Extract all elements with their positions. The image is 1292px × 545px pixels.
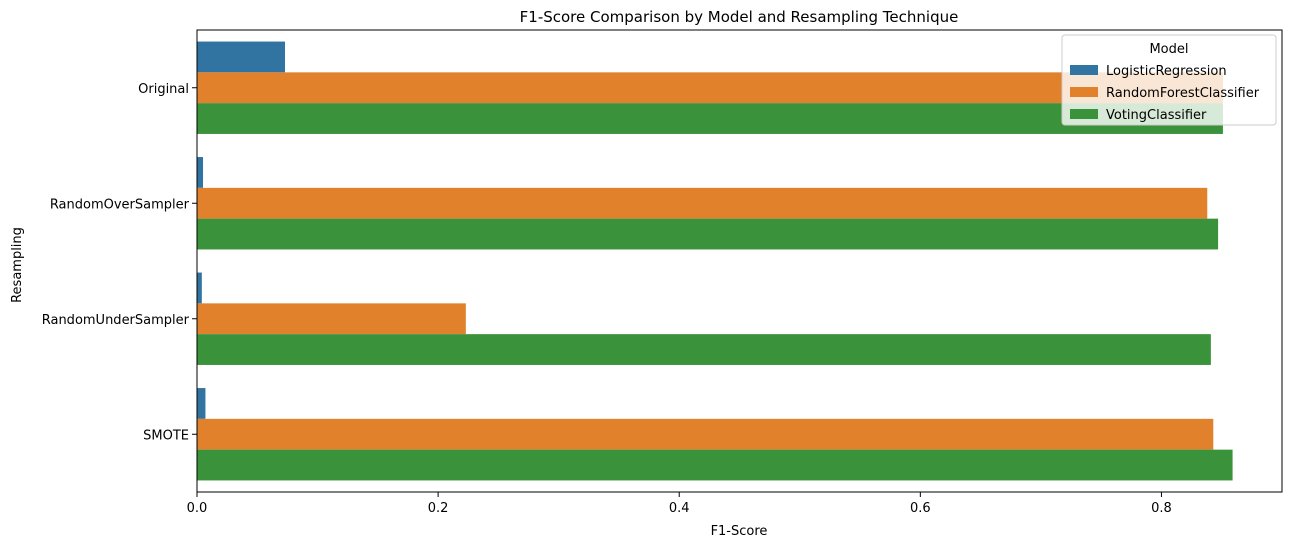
bar-SMOTE-LogisticRegression [197,388,206,419]
bar-Original-LogisticRegression [197,41,286,73]
legend: Model LogisticRegression RandomForestClass… [1061,34,1277,126]
bar-RandomOverSampler-LogisticRegression [197,157,204,188]
bar-RandomUnderSampler-LogisticRegression [197,272,202,304]
axes-layer: 0.0 0.2 0.4 0.6 0.8 Original RandomOverSampler… [42,29,1283,516]
bar-SMOTE-RandomForestClassifier [197,418,1214,450]
legend-label-LogisticRegression: LogisticRegression [1106,64,1227,79]
x-tick-label: 0.0 [187,501,208,516]
legend-label-VotingClassifier: VotingClassifier [1106,108,1207,123]
x-axis-title: F1-Score [711,524,768,539]
bar-RandomOverSampler-RandomForestClassifier [197,187,1208,219]
bars-layer [197,41,1233,481]
bar-RandomUnderSampler-RandomForestClassifier [197,303,466,335]
chart-title: F1-Score Comparison by Model and Resampl… [520,8,959,26]
legend-swatch-RandomForestClassifier [1070,87,1098,97]
plot-frame [196,29,1283,493]
legend-box [1061,34,1277,126]
bar-Original-RandomForestClassifier [197,72,1223,104]
x-tick-label: 0.8 [1151,501,1172,516]
bar-SMOTE-VotingClassifier [197,449,1233,481]
y-tick-label: Original [138,82,189,97]
x-tick-label: 0.2 [428,501,449,516]
x-tick-label: 0.4 [669,501,690,516]
bar-Original-VotingClassifier [197,103,1223,134]
legend-title: Model [1149,42,1188,57]
legend-swatch-LogisticRegression [1070,65,1098,75]
y-axis-title: Resampling [10,227,25,303]
x-tick-label: 0.6 [910,501,931,516]
bar-RandomOverSampler-VotingClassifier [197,218,1219,250]
y-tick-label: RandomOverSampler [50,197,190,212]
y-tick-label: SMOTE [143,428,189,443]
legend-label-RandomForestClassifier: RandomForestClassifier [1106,86,1260,101]
y-tick-label: RandomUnderSampler [42,313,190,328]
bar-RandomUnderSampler-VotingClassifier [197,334,1211,365]
legend-swatch-VotingClassifier [1070,109,1098,119]
